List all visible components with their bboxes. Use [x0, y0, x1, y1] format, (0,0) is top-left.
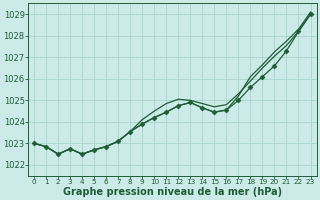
X-axis label: Graphe pression niveau de la mer (hPa): Graphe pression niveau de la mer (hPa): [63, 187, 282, 197]
